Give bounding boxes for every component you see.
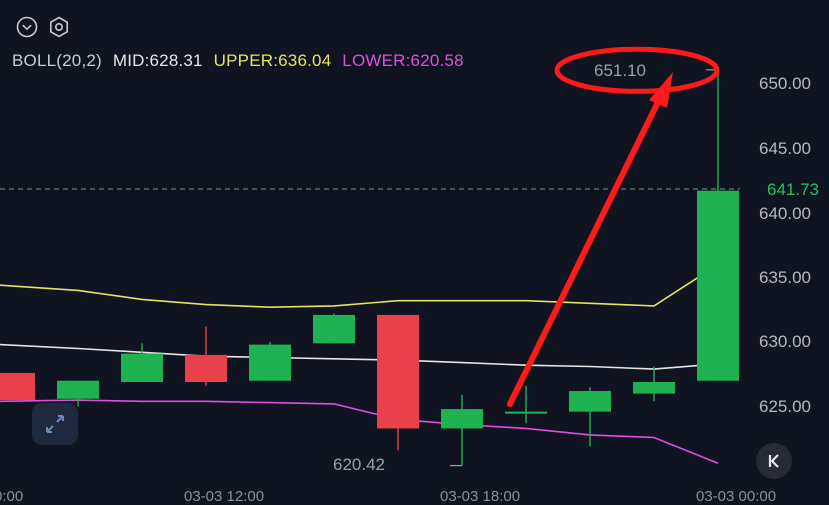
chevron-down-icon[interactable] bbox=[16, 16, 38, 38]
candle[interactable] bbox=[441, 394, 483, 466]
boll-lower-line bbox=[0, 399, 719, 465]
annotation-arrowhead bbox=[649, 72, 673, 108]
time-label: 03-03 18:00 bbox=[440, 488, 521, 505]
price-tick: 650.00 bbox=[759, 74, 811, 93]
settings-hexagon-icon[interactable] bbox=[48, 16, 70, 38]
boll-mid-line bbox=[0, 343, 719, 370]
candle[interactable] bbox=[121, 343, 163, 382]
candle[interactable] bbox=[0, 372, 35, 401]
price-tick: 645.00 bbox=[759, 139, 811, 158]
boll-name: BOLL(20,2) bbox=[12, 51, 102, 70]
price-tick: 625.00 bbox=[759, 397, 811, 416]
time-label: 03-03 00:00 bbox=[696, 488, 777, 505]
scroll-to-latest-icon[interactable] bbox=[756, 443, 792, 479]
boll-lower: LOWER:620.58 bbox=[342, 51, 464, 70]
high-price-label: 651.10 bbox=[594, 61, 646, 80]
price-tick: 630.00 bbox=[759, 332, 811, 351]
boll-indicator-legend: BOLL(20,2) MID:628.31 UPPER:636.04 LOWER… bbox=[12, 51, 470, 71]
boll-upper-line bbox=[0, 263, 719, 309]
candle[interactable] bbox=[185, 326, 227, 386]
candle[interactable] bbox=[633, 366, 675, 402]
boll-upper: UPPER:636.04 bbox=[213, 51, 332, 70]
annotation-arrow bbox=[507, 95, 663, 407]
highlight-ellipse bbox=[554, 46, 720, 94]
time-label: 03-03 12:00 bbox=[184, 488, 265, 505]
candle[interactable] bbox=[57, 380, 99, 407]
candle[interactable] bbox=[697, 69, 739, 381]
candle[interactable] bbox=[505, 385, 547, 424]
candle[interactable] bbox=[377, 314, 419, 451]
candle[interactable] bbox=[569, 387, 611, 447]
current-price-label: 641.73 bbox=[765, 178, 821, 202]
time-label: 0:00 bbox=[0, 488, 24, 505]
candle[interactable] bbox=[313, 313, 355, 344]
price-tick: 640.00 bbox=[759, 204, 811, 223]
boll-mid: MID:628.31 bbox=[112, 51, 203, 70]
candle[interactable] bbox=[249, 342, 291, 381]
expand-icon[interactable] bbox=[32, 403, 78, 445]
price-tick: 635.00 bbox=[759, 268, 811, 287]
low-price-label: 620.42 bbox=[333, 455, 385, 474]
